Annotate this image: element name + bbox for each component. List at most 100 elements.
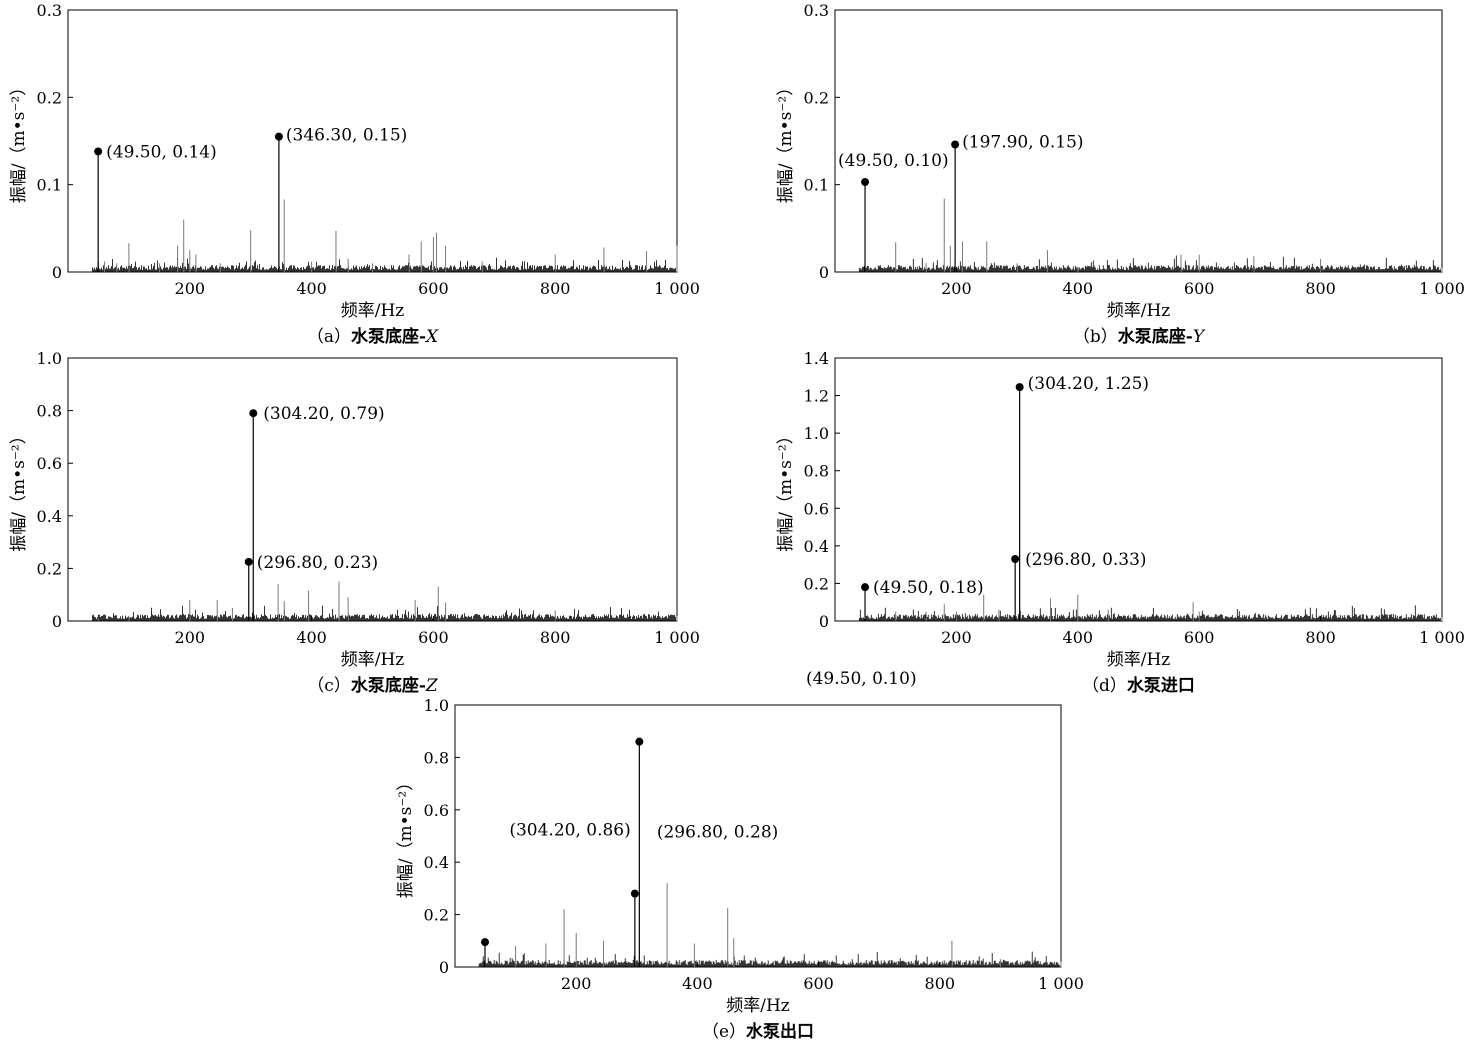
- x-tick-label: 600: [418, 279, 449, 298]
- y-tick-label: 0: [439, 958, 449, 977]
- x-axis-label: 频率/Hz: [726, 996, 790, 1016]
- chart-d: 0 0.2 0.4 0.6 0.8 1.0 1.2 1.4 200 400 600 800 1 000 频…: [776, 349, 1465, 696]
- plot-frame: [834, 9, 1443, 273]
- peak-marker: [94, 147, 103, 156]
- y-tick-label: 0: [52, 263, 62, 282]
- chart-a: 0 0.1 0.2 0.3 200 400 600 800 1 000 频率/Hz 振幅/（m•s⁻…: [9, 1, 700, 347]
- x-tick-label: 200: [175, 279, 206, 298]
- subplot-caption: （a）水泵底座-X: [307, 326, 439, 347]
- peak-label: (49.50, 0.10): [838, 151, 949, 171]
- y-axis-label: 振幅/（m•s⁻²）: [776, 79, 796, 203]
- y-tick-label: 1.0: [37, 349, 62, 368]
- x-tick-label: 400: [682, 974, 713, 993]
- x-tick-label: 600: [803, 974, 834, 993]
- chart-b: 0 0.1 0.2 0.3 200 400 600 800 1 000 频率/Hz 振幅/（m•s⁻…: [776, 1, 1465, 347]
- peak-label: (49.50, 0.18): [873, 578, 984, 598]
- x-tick-label: 600: [418, 628, 449, 647]
- y-tick-label: 0.8: [804, 462, 829, 481]
- peak-label: (296.80, 0.33): [1025, 550, 1146, 570]
- y-tick-label: 0.2: [37, 88, 62, 107]
- y-tick-label: 0.2: [804, 574, 829, 593]
- noise-floor: [858, 605, 1441, 621]
- chart-c: 0 0.2 0.4 0.6 0.8 1.0 200 400 600 800 1 000 频率/Hz 振幅…: [9, 349, 700, 696]
- noise-floor: [858, 255, 1441, 272]
- x-axis-label: 频率/Hz: [341, 301, 405, 321]
- subplot-caption: （d）水泵进口: [1082, 675, 1195, 696]
- peak-marker: [861, 178, 870, 187]
- x-axis-label: 频率/Hz: [341, 650, 405, 670]
- subplot-caption: （c）水泵底座-Z: [307, 675, 439, 696]
- x-tick-label: 800: [1305, 628, 1336, 647]
- peak-marker: [274, 132, 283, 141]
- x-tick-label: 600: [1184, 628, 1215, 647]
- peak-marker: [244, 557, 253, 566]
- x-tick-label: 600: [1184, 279, 1215, 298]
- x-tick-label: 200: [941, 279, 972, 298]
- y-tick-label: 0.4: [424, 853, 449, 872]
- x-tick-label: 200: [561, 974, 592, 993]
- x-tick-label: 800: [925, 974, 956, 993]
- y-tick-label: 1.4: [804, 349, 829, 368]
- x-tick-label: 200: [175, 628, 206, 647]
- x-tick-label: 800: [1305, 279, 1336, 298]
- y-tick-label: 0.6: [37, 454, 62, 473]
- y-tick-label: 1.0: [424, 696, 449, 715]
- noise-floor: [92, 257, 676, 272]
- x-tick-label: 400: [296, 279, 327, 298]
- y-axis-label: 振幅/（m•s⁻²）: [9, 427, 29, 551]
- y-tick-label: 1.0: [804, 424, 829, 443]
- noise-floor: [478, 951, 1060, 967]
- y-tick-label: 0.2: [37, 559, 62, 578]
- y-axis-label: 振幅/（m•s⁻²）: [396, 774, 416, 898]
- x-tick-label: 800: [540, 628, 571, 647]
- x-tick-label: 400: [1063, 628, 1094, 647]
- x-tick-label: 1 000: [1419, 628, 1465, 647]
- peak-label: (304.20, 0.79): [263, 404, 384, 424]
- peak-marker: [480, 938, 489, 947]
- peak-marker: [249, 409, 258, 418]
- peak-label: (346.30, 0.15): [286, 126, 407, 146]
- y-tick-label: 0: [819, 263, 829, 282]
- y-tick-label: 0: [819, 612, 829, 631]
- y-tick-label: 0.6: [804, 499, 829, 518]
- y-tick-label: 0.1: [804, 176, 829, 195]
- x-tick-label: 200: [941, 628, 972, 647]
- y-tick-label: 0.4: [804, 537, 829, 556]
- peak-label: (296.80, 0.23): [257, 553, 378, 573]
- y-tick-label: 0: [52, 612, 62, 631]
- peak-label: (296.80, 0.28): [657, 823, 778, 843]
- y-tick-label: 0.1: [37, 176, 62, 195]
- x-tick-label: 1 000: [1419, 279, 1465, 298]
- y-tick-label: 1.2: [804, 387, 829, 406]
- y-tick-label: 0.8: [37, 402, 62, 421]
- y-axis-label: 振幅/（m•s⁻²）: [9, 79, 29, 203]
- x-tick-label: 1 000: [654, 628, 700, 647]
- peak-marker: [951, 140, 960, 149]
- peak-label: (49.50, 0.10): [806, 669, 917, 689]
- plot-frame: [67, 357, 678, 622]
- y-tick-label: 0.8: [424, 748, 449, 767]
- y-axis-label: 振幅/（m•s⁻²）: [776, 427, 796, 551]
- y-tick-label: 0.3: [37, 1, 62, 20]
- y-tick-label: 0.2: [804, 88, 829, 107]
- peak-marker: [861, 583, 870, 592]
- peak-marker: [1011, 555, 1020, 564]
- peak-label: (304.20, 0.86): [509, 821, 630, 841]
- x-axis-label: 频率/Hz: [1107, 650, 1171, 670]
- chart-e: 0 0.2 0.4 0.6 0.8 1.0 200 400 600 800 1 000 频率/Hz 振幅…: [396, 669, 1084, 1040]
- y-tick-label: 0.2: [424, 906, 449, 925]
- peak-marker: [635, 737, 644, 746]
- x-tick-label: 1 000: [1038, 974, 1084, 993]
- y-tick-label: 0.6: [424, 801, 449, 820]
- x-tick-label: 1 000: [654, 279, 700, 298]
- x-tick-label: 800: [540, 279, 571, 298]
- subplot-caption: （e）水泵出口: [702, 1021, 814, 1040]
- x-tick-label: 400: [296, 628, 327, 647]
- x-tick-label: 400: [1063, 279, 1094, 298]
- peak-label: (197.90, 0.15): [962, 132, 1083, 152]
- peak-marker: [630, 889, 639, 898]
- peak-label: (304.20, 1.25): [1028, 374, 1149, 394]
- subplot-caption: （b）水泵底座-Y: [1073, 326, 1206, 347]
- x-axis-label: 频率/Hz: [1107, 301, 1171, 321]
